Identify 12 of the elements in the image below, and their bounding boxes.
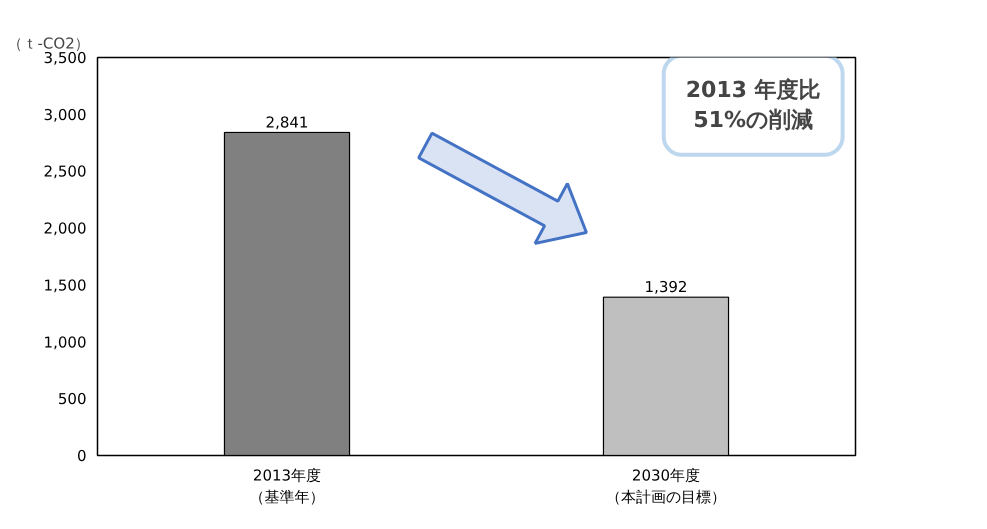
data-label: 1,392 <box>644 278 688 296</box>
y-tick-label: 3,000 <box>44 106 87 124</box>
x-tick-label: 2013年度（基準年） <box>250 466 324 506</box>
y-tick-label: 2,500 <box>44 162 87 181</box>
data-label: 2,841 <box>266 113 308 132</box>
x-tick-label: 2030年度（本計画の目標） <box>606 466 726 506</box>
y-tick-label: 2,000 <box>44 220 87 238</box>
y-tick-label: 1,500 <box>44 276 87 294</box>
y-tick-label: 500 <box>58 390 87 408</box>
y-tick-label: 0 <box>76 447 87 465</box>
y-tick-label: 1,000 <box>44 333 87 352</box>
annotation: 2013 年度比 51%の削減 <box>686 76 821 133</box>
